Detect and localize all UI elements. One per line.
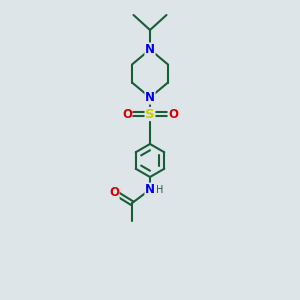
- Text: O: O: [168, 107, 178, 121]
- Text: N: N: [145, 183, 155, 196]
- Text: N: N: [145, 43, 155, 56]
- Text: S: S: [145, 107, 155, 121]
- Text: O: O: [109, 186, 119, 200]
- Text: H: H: [156, 184, 163, 195]
- Text: O: O: [122, 107, 132, 121]
- Text: N: N: [145, 91, 155, 104]
